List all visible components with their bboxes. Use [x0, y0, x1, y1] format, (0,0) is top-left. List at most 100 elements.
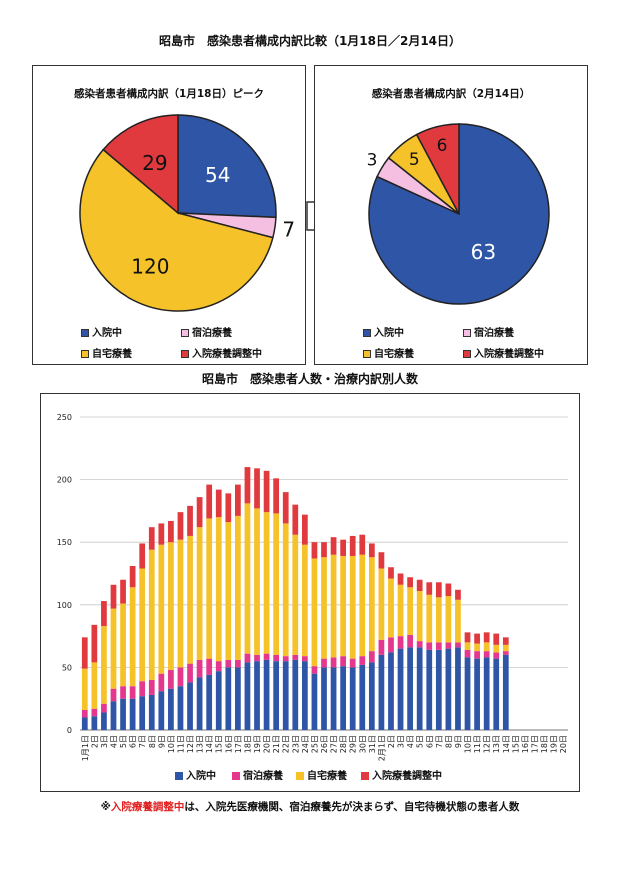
pie-slice	[79, 148, 274, 312]
bar-segment	[120, 603, 126, 687]
x-tick-label: 11日	[176, 735, 185, 753]
x-tick-label: 5日	[416, 735, 425, 748]
bar-segment	[225, 667, 232, 730]
bar-segment	[397, 573, 404, 585]
bar-segment	[139, 681, 146, 697]
bar-segment	[196, 527, 203, 660]
bar-segment	[139, 543, 146, 569]
bar-segment	[282, 523, 289, 657]
bar-segment	[254, 661, 260, 730]
x-tick-label: 23日	[291, 735, 300, 753]
bar-segment	[349, 555, 356, 659]
bar-segment	[120, 698, 126, 730]
bar-segment	[321, 557, 327, 659]
x-tick-label: 28日	[339, 735, 348, 753]
bar-segment	[416, 591, 423, 642]
x-tick-label: 2月1日	[377, 735, 386, 761]
x-tick-label: 2日	[90, 735, 99, 748]
x-tick-label: 24日	[301, 735, 310, 753]
bar-segment	[474, 658, 480, 730]
bar-segment	[177, 539, 184, 668]
legend-label: 入院療養調整中	[474, 349, 544, 360]
bar-segment	[292, 504, 299, 535]
bar-segment	[158, 673, 165, 692]
bar-segment	[301, 544, 308, 657]
bar-segment	[435, 642, 442, 650]
bar-legend-hotel: 宿泊療養	[232, 767, 283, 782]
x-tick-label: 14日	[205, 735, 214, 753]
page-title: 昭島市 感染患者構成内訳比較（1月18日／2月14日）	[158, 34, 462, 48]
bar-segment	[493, 633, 500, 645]
bar-segment	[110, 584, 117, 609]
x-tick-label: 19日	[550, 735, 559, 753]
legend-swatch	[81, 350, 89, 358]
footnote-text: は、入院先医療機関、宿泊療養先が決まらず、自宅待機状態の患者人数	[184, 801, 520, 813]
x-tick-label: 8日	[148, 735, 157, 748]
bar-segment	[301, 661, 308, 730]
bar-segment	[397, 636, 404, 649]
legend-label: 入院療養調整中	[372, 771, 442, 782]
bar-segment	[187, 663, 193, 683]
bar-segment	[215, 517, 222, 662]
bar-segment	[378, 654, 385, 730]
bar-segment	[455, 589, 461, 600]
x-tick-label: 3日	[397, 735, 406, 748]
legend-label: 自宅療養	[374, 349, 414, 360]
bar-segment	[378, 552, 385, 569]
legend-label: 入院中	[186, 771, 216, 782]
bar-segment	[464, 642, 471, 650]
bar-segment	[215, 489, 222, 518]
x-tick-label: 4日	[109, 735, 118, 748]
bar-segment	[378, 639, 385, 655]
legend-hotel-right: 宿泊療養	[463, 324, 514, 339]
legend-home-right: 自宅療養	[363, 345, 414, 360]
bar-segment	[263, 470, 270, 513]
pie-left-chart: 54 7 120 29	[79, 114, 295, 312]
x-tick-label: 17日	[234, 735, 243, 753]
y-tick-label: 150	[57, 538, 72, 547]
bar-segment	[407, 647, 413, 730]
bar-segment	[273, 654, 280, 662]
x-tick-label: 21日	[272, 735, 281, 753]
bar-segment	[330, 554, 337, 658]
pie-right-chart: 63 3 56	[367, 123, 550, 305]
x-tick-label: 12日	[483, 735, 492, 753]
bar-segment	[388, 567, 394, 579]
y-tick-label: 50	[62, 663, 72, 672]
bar-segment	[273, 478, 280, 514]
pie-data-label: 29	[142, 151, 167, 175]
pie-data-label: 3	[367, 151, 378, 171]
bar-segment	[292, 659, 299, 730]
legend-swatch	[363, 350, 371, 358]
bar-segment	[445, 642, 452, 649]
pie-slice	[177, 114, 277, 219]
legend-swatch	[181, 329, 189, 337]
bar-segment	[301, 656, 308, 662]
legend-label: 入院療養調整中	[192, 349, 262, 360]
legend-swatch	[463, 329, 471, 337]
bar-segment	[349, 667, 356, 730]
bar-segment	[445, 596, 452, 643]
bar-segment	[101, 626, 107, 704]
x-tick-label: 17日	[531, 735, 540, 753]
bar-segment	[177, 512, 184, 540]
bar-segment	[225, 493, 232, 523]
footnote: ※入院療養調整中は、入院先医療機関、宿泊療養先が決まらず、自宅待機状態の患者人数	[0, 799, 620, 814]
legend-swatch	[361, 772, 369, 780]
bar-segment	[502, 644, 509, 652]
legend-hotel-left: 宿泊療養	[181, 324, 232, 339]
bar-segment	[187, 682, 193, 730]
y-tick-label: 200	[57, 476, 72, 485]
bar-segment	[388, 578, 394, 638]
bar-segment	[196, 659, 203, 678]
bar-segment	[168, 669, 174, 689]
bar-segment	[282, 656, 289, 662]
bar-segment	[340, 656, 347, 667]
legend-label: 自宅療養	[92, 349, 132, 360]
bar-segment	[407, 587, 413, 635]
bar-segment	[321, 542, 327, 558]
bar-segment	[129, 686, 136, 699]
bar-segment	[426, 649, 433, 730]
bar-segment	[187, 505, 193, 536]
